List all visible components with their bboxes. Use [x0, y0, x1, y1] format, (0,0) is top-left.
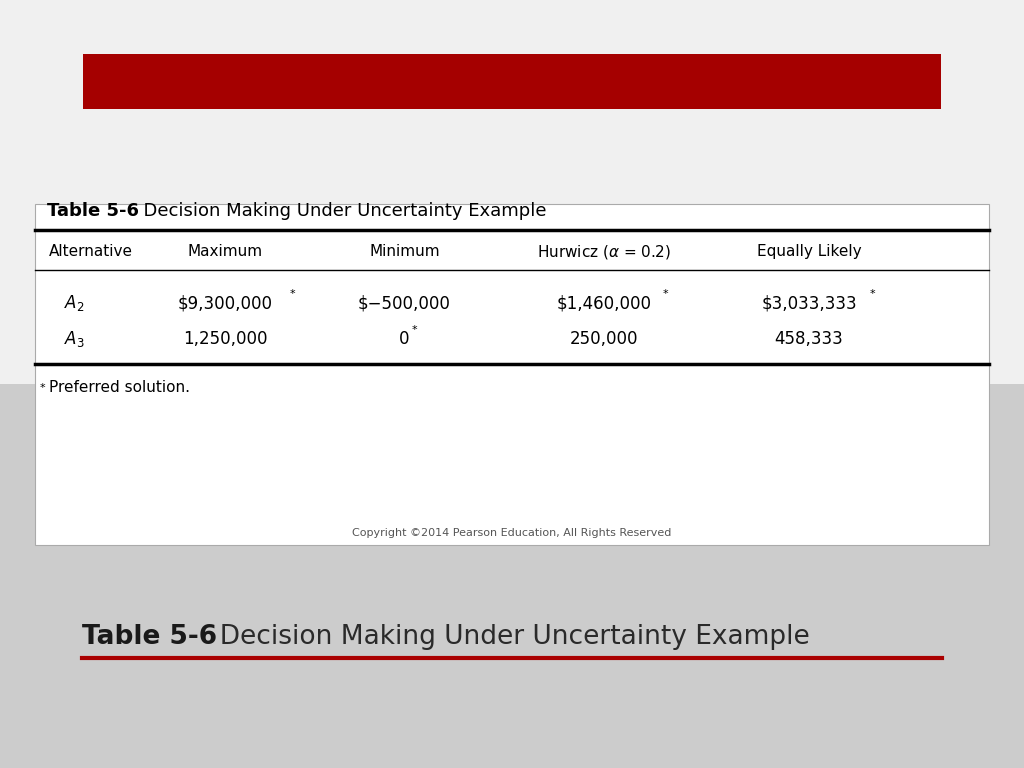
Text: $−500,000: $−500,000 — [358, 294, 451, 313]
Text: *: * — [40, 382, 45, 393]
Text: $9,300,000: $9,300,000 — [178, 294, 272, 313]
Text: Preferred solution.: Preferred solution. — [49, 380, 190, 396]
Text: Minimum: Minimum — [370, 244, 439, 260]
Text: $A_3$: $A_3$ — [65, 329, 85, 349]
Text: *: * — [663, 289, 669, 300]
Text: *: * — [869, 289, 876, 300]
Text: Copyright ©2014 Pearson Education, All Rights Reserved: Copyright ©2014 Pearson Education, All R… — [352, 528, 672, 538]
Text: Decision Making Under Uncertainty Example: Decision Making Under Uncertainty Exampl… — [132, 202, 547, 220]
Text: $A_2$: $A_2$ — [65, 293, 85, 313]
Text: Decision Making Under Uncertainty Example: Decision Making Under Uncertainty Exampl… — [203, 624, 810, 650]
Text: *: * — [412, 325, 418, 336]
Text: $3,033,333: $3,033,333 — [761, 294, 857, 313]
Text: *: * — [290, 289, 296, 300]
Text: Hurwicz ($\alpha$ = 0.2): Hurwicz ($\alpha$ = 0.2) — [538, 243, 671, 261]
Text: 1,250,000: 1,250,000 — [183, 330, 267, 349]
Text: 0: 0 — [399, 330, 410, 349]
Text: Maximum: Maximum — [187, 244, 263, 260]
Text: Alternative: Alternative — [49, 244, 133, 260]
Text: 458,333: 458,333 — [774, 330, 844, 349]
Text: Table 5-6: Table 5-6 — [82, 624, 217, 650]
Text: 250,000: 250,000 — [570, 330, 638, 349]
Text: $1,460,000: $1,460,000 — [557, 294, 651, 313]
Text: Equally Likely: Equally Likely — [757, 244, 861, 260]
Text: Table 5-6: Table 5-6 — [47, 202, 139, 220]
